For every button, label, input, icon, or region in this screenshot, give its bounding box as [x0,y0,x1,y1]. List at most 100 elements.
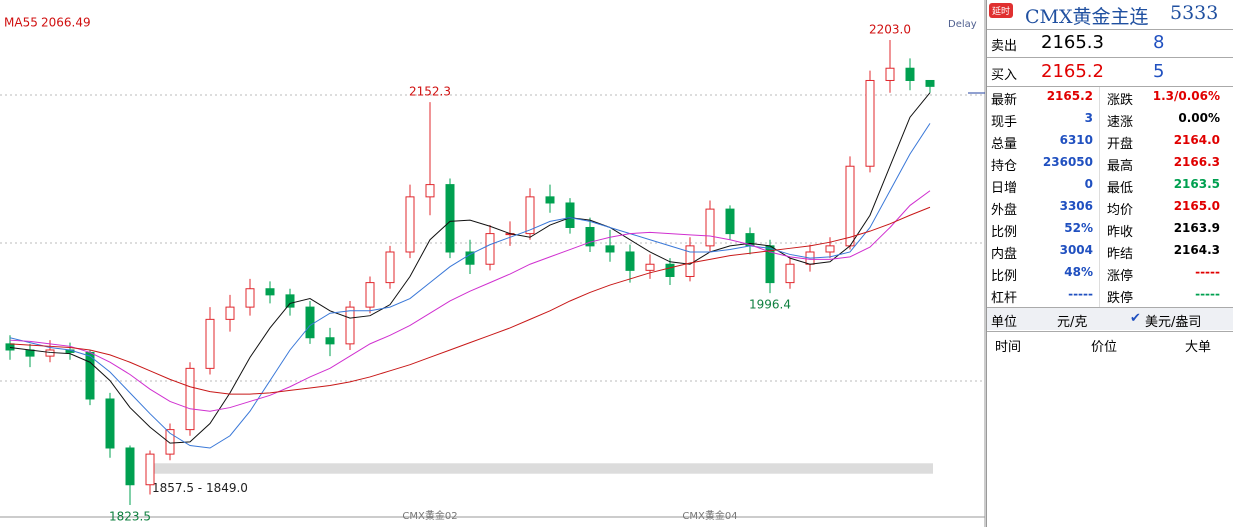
ask-price: 2165.3 [1041,32,1104,53]
delay-label: Delay [948,19,977,30]
candle-body [225,306,235,320]
stat-value: 2165.0 [1173,199,1220,213]
stat-value: 2164.0 [1173,133,1220,147]
stat-value: ----- [1195,265,1220,279]
gap-label: 1857.5 - 1849.0 [152,481,248,495]
candle-body [665,263,675,277]
candle-body [365,282,375,308]
chart: MA55 2066.49 Delay 1857.5 - 1849.0 CMX黄金0… [0,0,986,527]
divider [987,307,1233,308]
stat-label: 跌停 [1107,291,1134,306]
stat-label: 内盘 [991,247,1018,262]
candle-body [145,453,155,486]
stat-label: 最新 [991,93,1018,108]
divider-v [1099,87,1100,307]
candle-body [105,398,115,449]
candle-body [485,233,495,265]
ma-line [9,206,931,395]
candle-body [205,318,215,369]
quote-panel: 延时 CMX黄金主连 5333 卖出 2165.3 8 买入 2165.2 5 … [986,0,1233,527]
candle-body [325,337,335,345]
col-header: 价位 [1091,340,1118,355]
candle-body [625,251,635,271]
stat-value: 48% [1064,265,1093,279]
stat-value: 2164.3 [1173,243,1220,257]
extreme-label: 1823.5 [109,509,151,523]
title: CMX黄金主连 [1025,6,1149,28]
candle-body [565,202,575,228]
candle-body [725,208,735,235]
stat-label: 比例 [991,225,1018,240]
stat-label: 昨结 [1107,247,1134,262]
unit-option[interactable]: 美元/盎司 [1145,315,1202,330]
stat-label: 均价 [1107,203,1134,218]
stat-value: 0.00% [1178,111,1220,125]
candle-body [885,67,895,81]
candle-body [405,196,415,253]
divider [987,57,1233,58]
bid-label: 买入 [991,68,1018,83]
candle-body [865,79,875,167]
gap-band [150,463,933,474]
candle-body [425,184,435,198]
candle-body [685,245,695,277]
candle-body [345,306,355,345]
legend-value: 2066.49 [41,16,91,30]
stat-label: 开盘 [1107,137,1134,152]
col-header: 时间 [995,340,1022,355]
candle-body [185,367,195,431]
bid-price: 2165.2 [1041,61,1104,82]
divider [987,331,1233,332]
stat-value: ----- [1068,287,1093,301]
ma-line [9,190,931,412]
candle-body [245,288,255,308]
stat-value: 2166.3 [1173,155,1220,169]
stat-label: 总量 [991,137,1018,152]
extreme-label: 2203.0 [869,23,911,37]
stat-value: 236050 [1042,155,1093,169]
stat-value: 2165.2 [1046,89,1093,103]
stat-value: 3306 [1059,199,1093,213]
candle-body [85,351,95,400]
candle-body [545,196,555,204]
stat-value: 6310 [1059,133,1093,147]
stat-label: 比例 [991,269,1018,284]
legend-name: MA55 [4,16,38,30]
divider [987,29,1233,30]
candle-body [165,429,175,455]
stat-label: 日增 [991,181,1018,196]
candle-body [825,245,835,253]
stat-value: 0 [1084,177,1093,191]
candle-body [265,288,275,296]
check: ✔ [1130,311,1141,326]
ask-size: 8 [1153,32,1165,53]
candle-body [925,79,935,87]
divider [987,86,1233,87]
stat-value: 2163.9 [1173,221,1220,235]
stat-label: 持仓 [991,159,1018,174]
candle-body [845,165,855,247]
candle-body [905,67,915,81]
code: 5333 [1170,2,1219,24]
stat-value: 3 [1084,111,1093,125]
stat-label: 涨停 [1107,269,1134,284]
candle-body [465,251,475,265]
extreme-label: 2152.3 [409,85,451,99]
stat-value: 1.3/0.06% [1152,89,1220,103]
bid-size: 5 [1153,61,1165,82]
x-tick-label: CMX黄金02 [402,509,457,522]
unit-bar [987,308,1233,330]
candle-body [585,226,595,247]
stat-label: 最高 [1107,159,1134,174]
candle-body [445,184,455,253]
candle-body [305,306,315,339]
ask-label: 卖出 [991,39,1018,54]
candle-body [285,294,295,308]
candle-body [125,447,135,486]
candle-body [785,263,795,284]
stat-value: ----- [1195,287,1220,301]
candle-body [525,196,535,235]
stat-label: 现手 [991,115,1018,130]
col-header: 大单 [1185,340,1212,355]
